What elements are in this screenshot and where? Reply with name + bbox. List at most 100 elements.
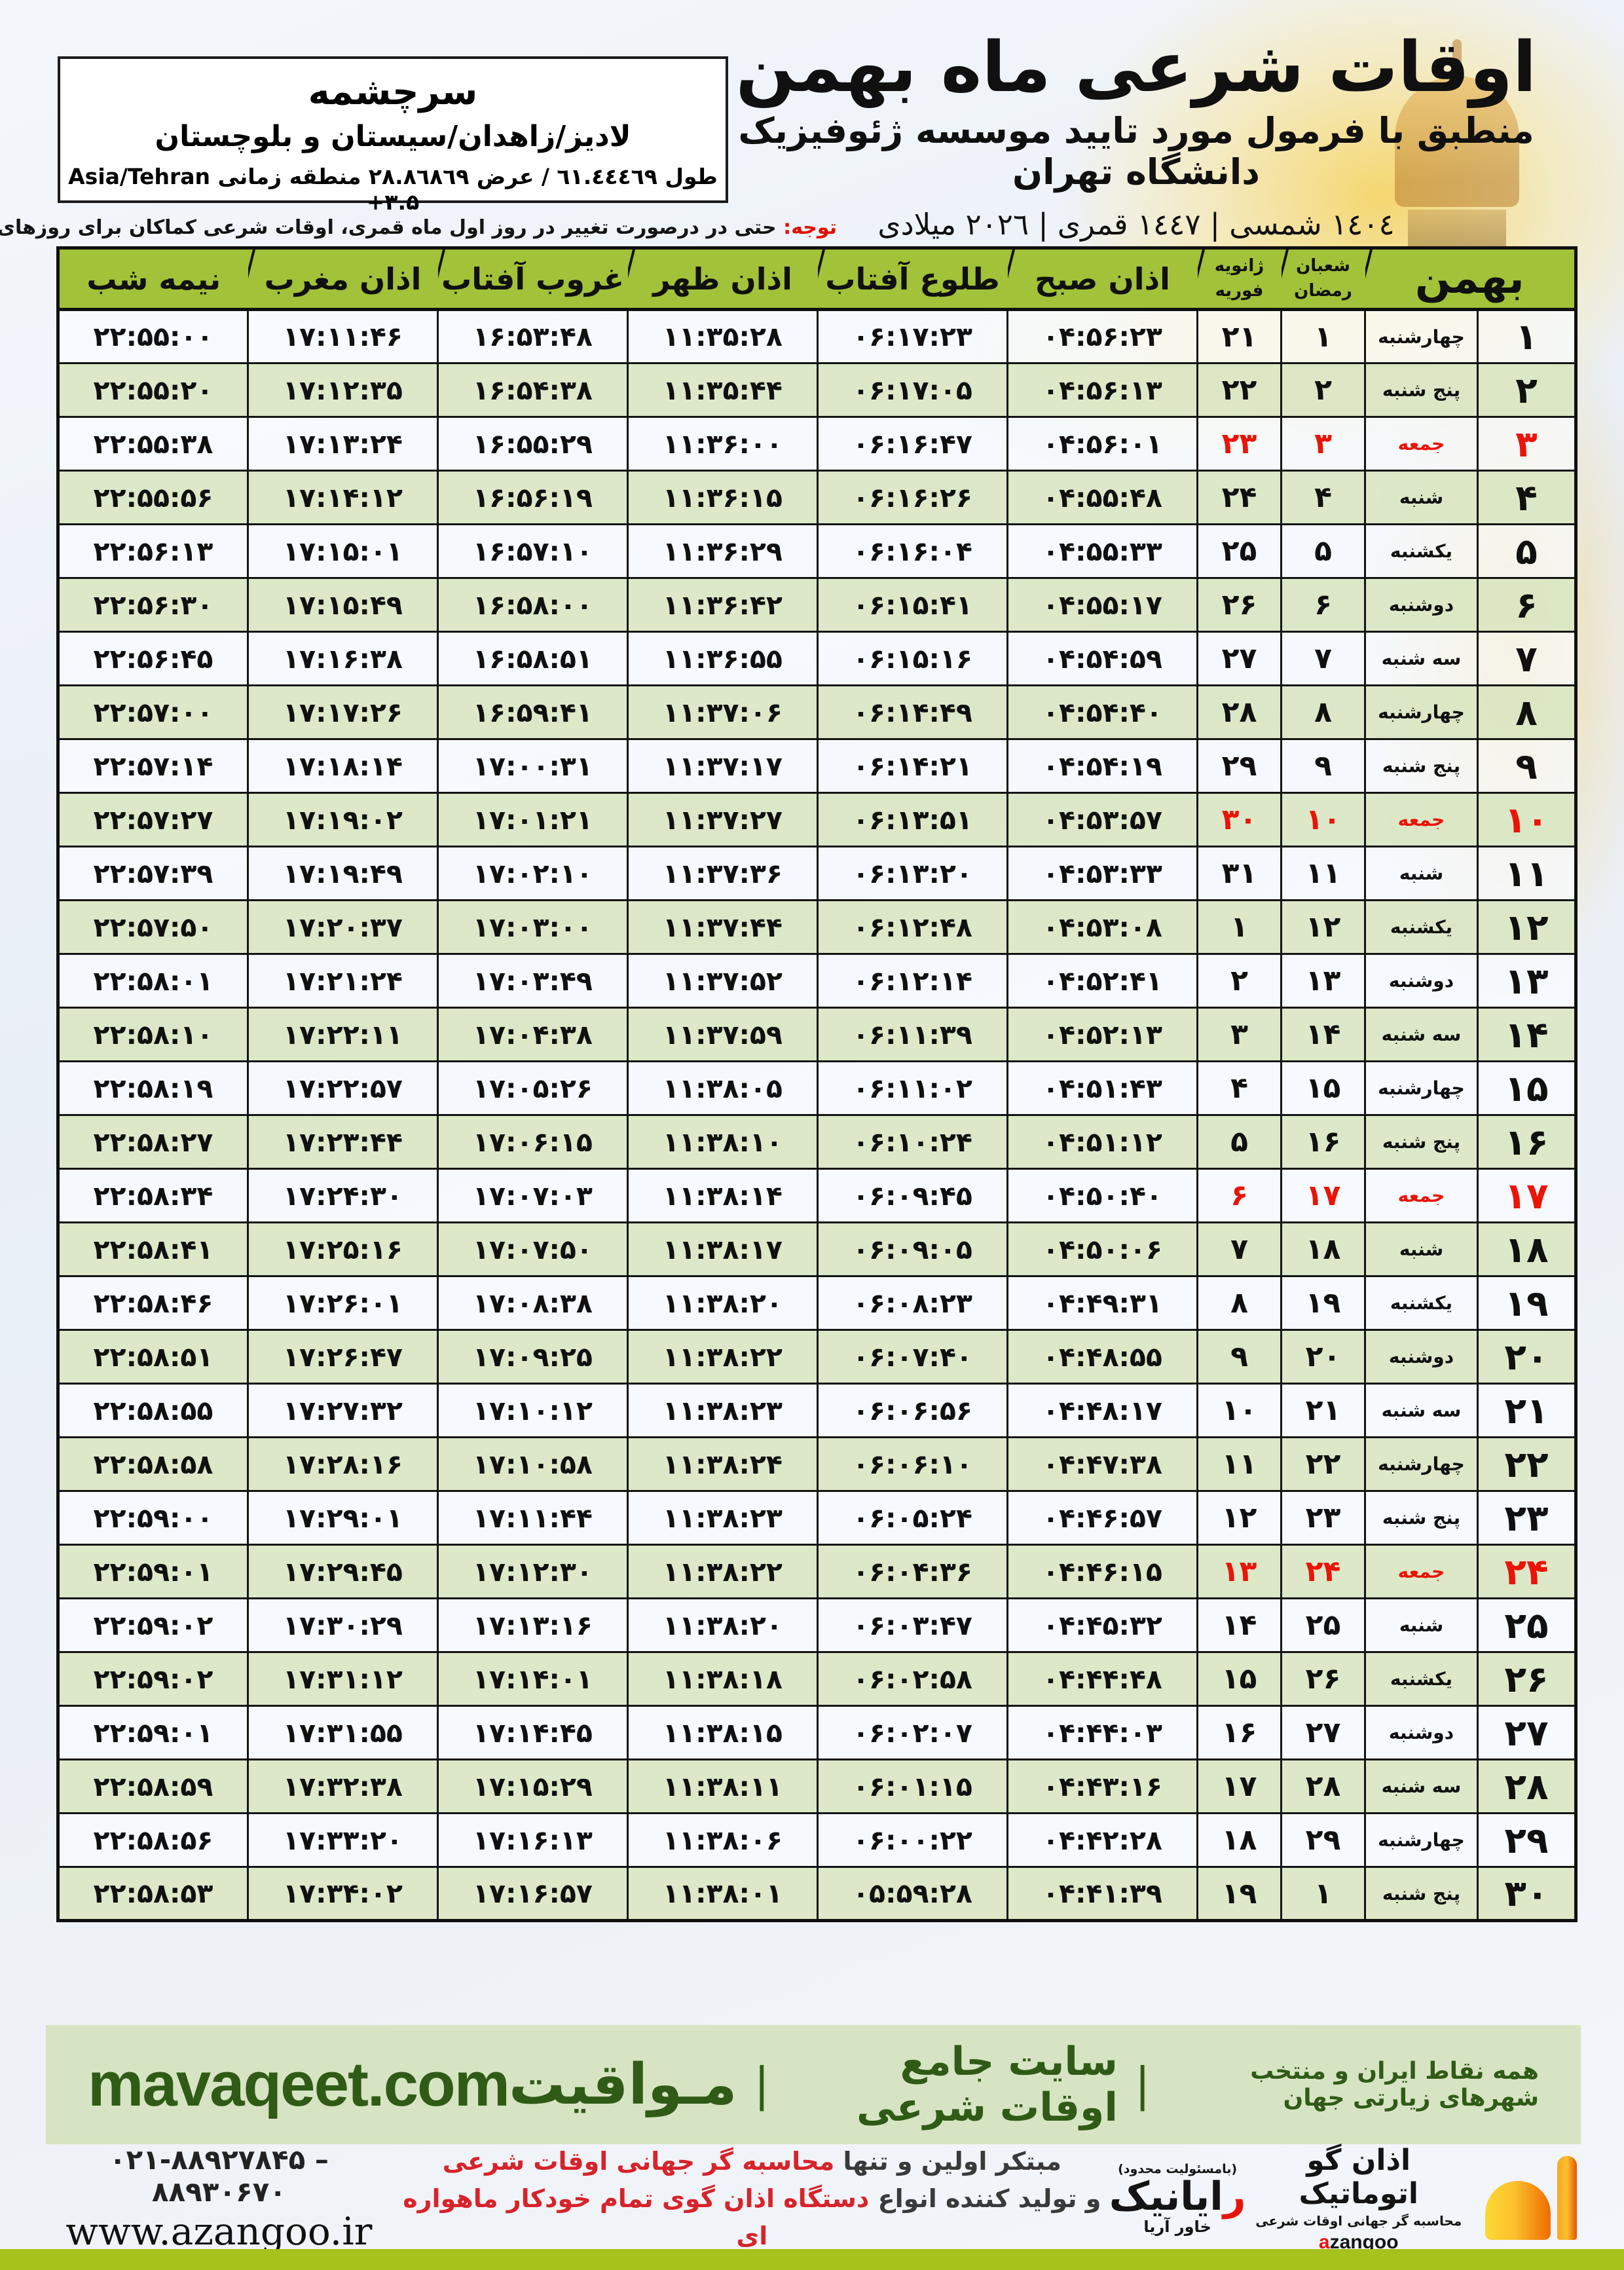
- table-row: ۱۹ یکشنبه ۱۹ ۸ ۰۴:۴۹:۳۱ ۰۶:۰۸:۲۳ ۱۱:۳۸:۲…: [57, 1275, 1577, 1331]
- azangoo-logo-text: اذان گو اتوماتیک محاسبه گر جهانی اوقات ش…: [1246, 2144, 1471, 2254]
- bahman-day-cell: ۱۴: [1477, 1007, 1577, 1062]
- azan-maghreb-cell: ۱۷:۳۱:۱۲: [247, 1651, 439, 1707]
- note-label: توجه:: [783, 216, 837, 239]
- azan-sobh-cell: ۰۴:۴۶:۵۷: [1006, 1490, 1198, 1546]
- azan-maghreb-cell: ۱۷:۲۶:۰۱: [247, 1275, 439, 1331]
- lunar-day-cell: ۱۰: [1280, 792, 1366, 847]
- lunar-day-cell: ۱: [1280, 308, 1366, 364]
- bahman-day-cell: ۱: [1477, 308, 1577, 364]
- weekday-cell: چهارشنبه: [1364, 308, 1479, 364]
- sunrise-cell: ۰۶:۰۱:۱۵: [817, 1758, 1008, 1814]
- azan-zohr-cell: ۱۱:۳۵:۲۸: [627, 308, 819, 364]
- sunset-cell: ۱۶:۵۷:۱۰: [437, 523, 629, 579]
- bahman-day-cell: ۶: [1477, 577, 1577, 633]
- sunrise-cell: ۰۶:۱۴:۴۹: [817, 684, 1008, 740]
- table-row: ۶ دوشنبه ۶ ۲۶ ۰۴:۵۵:۱۷ ۰۶:۱۵:۴۱ ۱۱:۳۶:۴۲…: [57, 577, 1577, 633]
- midnight-cell: ۲۲:۵۷:۲۷: [57, 792, 249, 847]
- gregorian-day-cell: ۲۳: [1196, 416, 1282, 472]
- lunar-header-bottom: رمضان: [1294, 280, 1352, 301]
- maker-line1-dark: مبتکر اولین و تنها: [834, 2146, 1061, 2176]
- midnight-cell: ۲۲:۵۸:۵۵: [57, 1383, 249, 1438]
- sunset-cell: ۱۷:۱۳:۱۶: [437, 1597, 629, 1653]
- weekday-cell: پنج شنبه: [1364, 1866, 1479, 1922]
- azan-sobh-cell: ۰۴:۴۵:۳۲: [1006, 1597, 1198, 1653]
- azan-sobh-cell: ۰۴:۴۸:۱۷: [1006, 1383, 1198, 1438]
- azan-maghreb-cell: ۱۷:۲۲:۵۷: [247, 1060, 439, 1116]
- azan-maghreb-cell: ۱۷:۱۷:۲۶: [247, 684, 439, 740]
- bahman-day-cell: ۱۲: [1477, 899, 1577, 955]
- azan-zohr-cell: ۱۱:۳۸:۲۴: [627, 1436, 819, 1492]
- lunar-day-cell: ۲۸: [1280, 1758, 1366, 1814]
- azan-maghreb-cell: ۱۷:۱۵:۰۱: [247, 523, 439, 579]
- sunset-cell: ۱۶:۵۴:۳۸: [437, 362, 629, 418]
- azan-sobh-cell: ۰۴:۵۶:۱۳: [1006, 362, 1198, 418]
- weekday-cell: شنبه: [1364, 1597, 1479, 1653]
- sunset-cell: ۱۷:۰۶:۱۵: [437, 1114, 629, 1170]
- table-row: ۲۹ چهارشنبه ۲۹ ۱۸ ۰۴:۴۲:۲۸ ۰۶:۰۰:۲۲ ۱۱:۳…: [57, 1812, 1577, 1868]
- azan-maghreb-cell: ۱۷:۳۰:۲۹: [247, 1597, 439, 1653]
- weekday-cell: سه شنبه: [1364, 1007, 1479, 1062]
- sunrise-cell: ۰۶:۰۲:۰۷: [817, 1705, 1008, 1760]
- bahman-day-cell: ۲۲: [1477, 1436, 1577, 1492]
- gregorian-day-cell: ۱۱: [1196, 1436, 1282, 1492]
- weekday-cell: چهارشنبه: [1364, 1060, 1479, 1116]
- azan-zohr-cell: ۱۱:۳۷:۴۴: [627, 899, 819, 955]
- weekday-cell: جمعه: [1364, 1168, 1479, 1223]
- midnight-cell: ۲۲:۵۹:۰۱: [57, 1544, 249, 1599]
- table-row: ۱۰ جمعه ۱۰ ۳۰ ۰۴:۵۳:۵۷ ۰۶:۱۳:۵۱ ۱۱:۳۷:۲۷…: [57, 792, 1577, 847]
- lunar-day-cell: ۴: [1280, 470, 1366, 525]
- azan-sobh-cell: ۰۴:۵۴:۱۹: [1006, 738, 1198, 794]
- sunrise-cell: ۰۶:۰۳:۴۷: [817, 1597, 1008, 1653]
- lunar-day-cell: ۸: [1280, 684, 1366, 740]
- azan-sobh-cell: ۰۴:۵۰:۴۰: [1006, 1168, 1198, 1223]
- weekday-cell: چهارشنبه: [1364, 684, 1479, 740]
- table-row: ۱۲ یکشنبه ۱۲ ۱ ۰۴:۵۳:۰۸ ۰۶:۱۲:۴۸ ۱۱:۳۷:۴…: [57, 899, 1577, 955]
- table-row: ۲۲ چهارشنبه ۲۲ ۱۱ ۰۴:۴۷:۳۸ ۰۶:۰۶:۱۰ ۱۱:۳…: [57, 1436, 1577, 1492]
- azan-sobh-cell: ۰۴:۴۴:۴۸: [1006, 1651, 1198, 1707]
- column-header-nimeshab: نیمه شب: [58, 246, 248, 311]
- footer: اذان گو اتوماتیک محاسبه گر جهانی اوقات ش…: [0, 2144, 1624, 2254]
- bahman-day-cell: ۵: [1477, 523, 1577, 579]
- table-row: ۸ چهارشنبه ۸ ۲۸ ۰۴:۵۴:۴۰ ۰۶:۱۴:۴۹ ۱۱:۳۷:…: [57, 684, 1577, 740]
- midnight-cell: ۲۲:۵۵:۲۰: [57, 362, 249, 418]
- gregorian-day-cell: ۳۰: [1196, 792, 1282, 847]
- gregorian-day-cell: ۵: [1196, 1114, 1282, 1170]
- sunset-cell: ۱۷:۱۰:۱۲: [437, 1383, 629, 1438]
- gregorian-day-cell: ۲: [1196, 953, 1282, 1009]
- bahman-day-cell: ۱۹: [1477, 1275, 1577, 1331]
- azan-sobh-cell: ۰۴:۵۳:۳۳: [1006, 846, 1198, 901]
- sunset-cell: ۱۷:۰۹:۲۵: [437, 1329, 629, 1385]
- azan-sobh-cell: ۰۴:۵۲:۴۱: [1006, 953, 1198, 1009]
- page-title: اوقات شرعی ماه بهمن: [735, 27, 1537, 107]
- midnight-cell: ۲۲:۵۷:۳۹: [57, 846, 249, 901]
- azan-zohr-cell: ۱۱:۳۷:۱۷: [627, 738, 819, 794]
- azan-zohr-cell: ۱۱:۳۶:۲۹: [627, 523, 819, 579]
- bahman-day-cell: ۱۸: [1477, 1221, 1577, 1277]
- midnight-cell: ۲۲:۵۵:۳۸: [57, 416, 249, 472]
- weekday-cell: دوشنبه: [1364, 1329, 1479, 1385]
- lunar-day-cell: ۲۱: [1280, 1383, 1366, 1438]
- mavaqeet-brand-fa: مـواقیت: [508, 2052, 737, 2117]
- location-name: سرچشمه: [308, 71, 478, 113]
- gregorian-day-cell: ۳: [1196, 1007, 1282, 1062]
- azan-sobh-cell: ۰۴:۵۵:۴۸: [1006, 470, 1198, 525]
- maker-line-1: مبتکر اولین و تنها محاسبه گر جهانی اوقات…: [395, 2143, 1109, 2180]
- azan-sobh-cell: ۰۴:۴۱:۳۹: [1006, 1866, 1198, 1922]
- weekday-cell: شنبه: [1364, 470, 1479, 525]
- column-header-gregorian: ژانویه فوریه: [1197, 246, 1282, 311]
- lunar-day-cell: ۱۶: [1280, 1114, 1366, 1170]
- sunset-cell: ۱۶:۵۸:۰۰: [437, 577, 629, 633]
- rayanik-legal-note: (بامسئولیت محدود): [1118, 2161, 1238, 2176]
- lunar-day-cell: ۱۵: [1280, 1060, 1366, 1116]
- weekday-cell: چهارشنبه: [1364, 1436, 1479, 1492]
- sunset-cell: ۱۶:۵۸:۵۱: [437, 631, 629, 686]
- lunar-day-cell: ۱: [1280, 1866, 1366, 1922]
- weekday-cell: پنج شنبه: [1364, 362, 1479, 418]
- table-row: ۱۸ شنبه ۱۸ ۷ ۰۴:۵۰:۰۶ ۰۶:۰۹:۰۵ ۱۱:۳۸:۱۷ …: [57, 1221, 1577, 1277]
- midnight-cell: ۲۲:۵۹:۰۱: [57, 1705, 249, 1760]
- sunrise-cell: ۰۶:۱۴:۲۱: [817, 738, 1008, 794]
- lunar-day-cell: ۱۸: [1280, 1221, 1366, 1277]
- table-row: ۲۰ دوشنبه ۲۰ ۹ ۰۴:۴۸:۵۵ ۰۶:۰۷:۴۰ ۱۱:۳۸:۲…: [57, 1329, 1577, 1385]
- column-header-tolu: طلوع آفتاب: [817, 246, 1008, 311]
- sunset-cell: ۱۷:۱۰:۵۸: [437, 1436, 629, 1492]
